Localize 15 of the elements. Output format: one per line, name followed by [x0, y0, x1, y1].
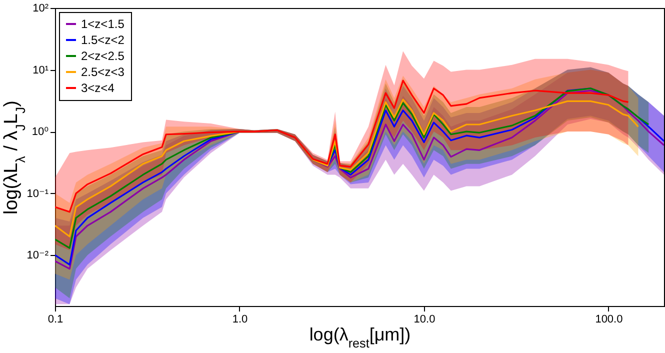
x-tick-label: 1.0	[232, 314, 248, 326]
y-tick-label: 10⁻²	[26, 250, 49, 262]
y-tick-label: 10²	[32, 2, 49, 14]
legend-label: 3<z<4	[81, 81, 115, 95]
y-tick-label: 10¹	[32, 64, 49, 76]
legend-label: 1.5<z<2	[81, 33, 125, 47]
x-tick-label: 0.1	[48, 314, 64, 326]
legend-label: 2<z<2.5	[81, 49, 125, 63]
legend-label: 1<z<1.5	[81, 17, 125, 31]
x-tick-label: 10.0	[414, 314, 436, 326]
legend-label: 2.5<z<3	[81, 65, 125, 79]
x-tick-label: 100.0	[595, 314, 623, 326]
y-tick-label: 10⁻¹	[26, 188, 49, 200]
y-tick-label: 10⁰	[32, 126, 50, 138]
x-axis-title: log(λ$_{rest}$[μm])	[309, 324, 411, 350]
